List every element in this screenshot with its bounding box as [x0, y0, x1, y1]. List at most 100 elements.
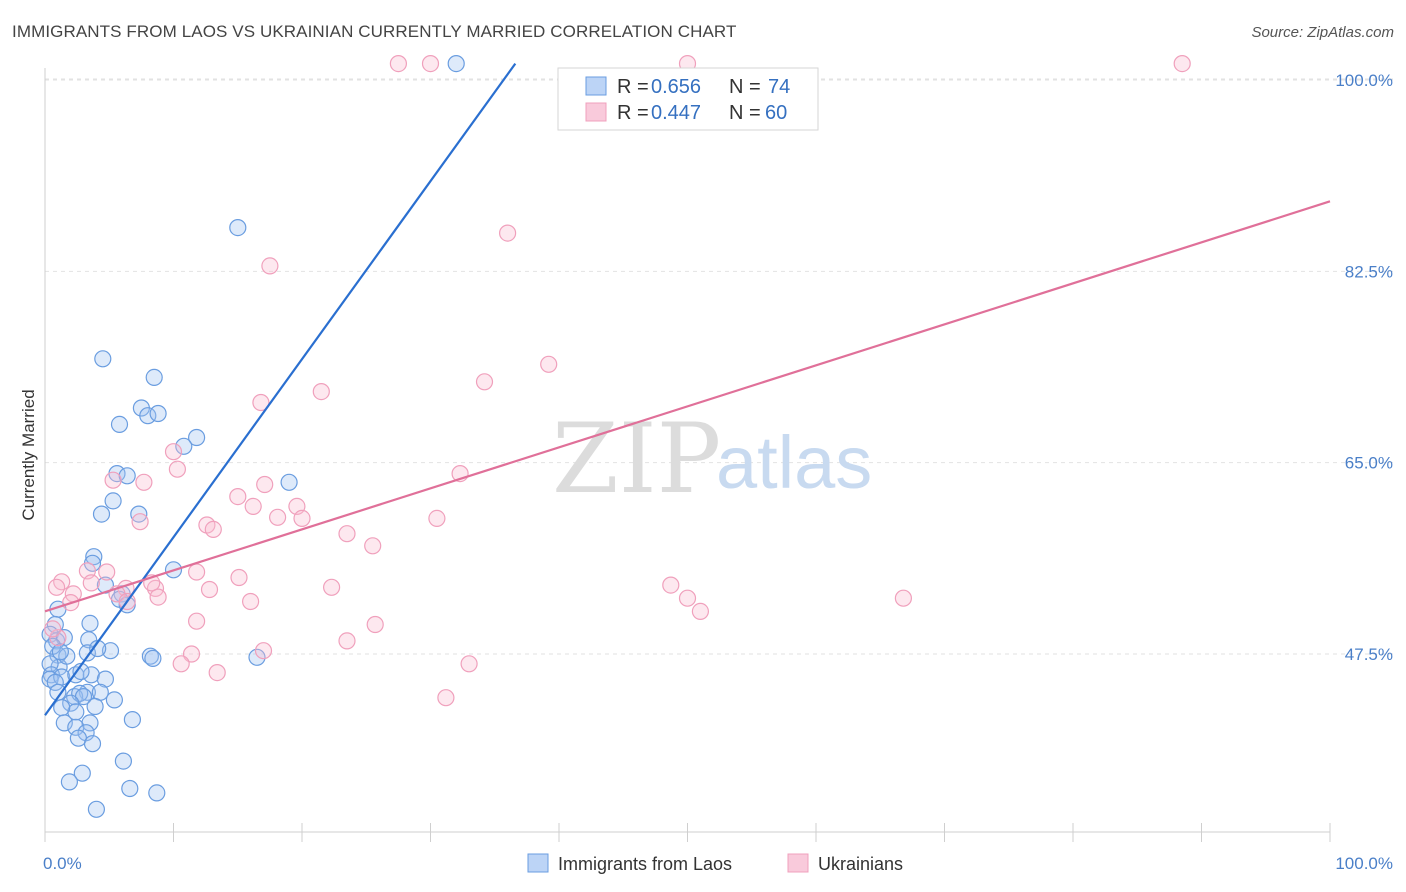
- point-laos: [149, 404, 167, 423]
- bottom-legend-swatch-ukrainians: [787, 853, 809, 873]
- legend-n-value-ukrainians: 60: [765, 102, 787, 124]
- legend-box: R = 0.656 N = 74 R = 0.447 N = 60: [557, 67, 819, 131]
- series-immigrants-from-laos: [41, 54, 465, 818]
- point-laos: [83, 735, 102, 753]
- point-laos: [81, 614, 99, 633]
- watermark-atlas: atlas: [716, 421, 872, 504]
- point-ukrainians: [229, 488, 247, 506]
- point-ukrainians: [254, 642, 273, 660]
- point-laos: [62, 694, 80, 712]
- point-ukrainians: [252, 393, 270, 412]
- point-laos: [144, 649, 162, 668]
- point-ukrainians: [428, 509, 446, 528]
- point-laos: [96, 670, 115, 688]
- point-laos: [105, 691, 124, 709]
- point-ukrainians: [338, 632, 356, 650]
- point-ukrainians: [662, 576, 680, 594]
- point-laos: [248, 648, 266, 666]
- point-laos: [55, 628, 73, 647]
- point-laos: [447, 54, 465, 73]
- point-laos: [139, 407, 157, 425]
- point-ukrainians: [421, 54, 440, 73]
- point-laos: [92, 505, 111, 523]
- point-ukrainians: [82, 574, 100, 592]
- trend-line-ukrainians: [44, 200, 1331, 613]
- watermark-zip: ZIP: [552, 403, 721, 515]
- legend-r-value-ukrainians: 0.447: [651, 102, 701, 124]
- trend-line-laos: [44, 62, 517, 716]
- bottom-legend-label-laos: Immigrants from Laos: [558, 854, 732, 874]
- point-laos: [175, 437, 193, 455]
- point-ukrainians: [269, 508, 287, 526]
- point-ukrainians: [244, 497, 262, 515]
- point-ukrainians: [164, 443, 183, 461]
- point-laos: [51, 643, 70, 661]
- point-ukrainians: [188, 563, 206, 581]
- point-laos: [46, 673, 64, 692]
- point-ukrainians: [475, 373, 494, 391]
- point-ukrainians: [230, 568, 248, 587]
- y-tick-label: 100.0%: [1335, 71, 1393, 90]
- trend-lines: [44, 62, 1331, 716]
- point-laos: [123, 710, 141, 729]
- point-laos: [145, 368, 163, 386]
- x-tick-label-left: 0.0%: [43, 854, 82, 873]
- point-laos: [73, 764, 91, 782]
- y-tick-label: 82.5%: [1345, 262, 1393, 281]
- legend-r-value-laos: 0.656: [651, 76, 701, 98]
- bottom-legend-swatch-laos: [527, 853, 549, 873]
- point-ukrainians: [98, 563, 116, 581]
- x-ticks: [44, 823, 1331, 842]
- point-laos: [94, 350, 112, 368]
- legend-n-value-laos: 74: [768, 76, 790, 98]
- point-laos: [85, 548, 103, 566]
- y-axis-label: Currently Married: [19, 389, 38, 520]
- point-laos: [114, 752, 133, 770]
- point-laos: [80, 631, 98, 649]
- bottom-legend-label-ukrainians: Ukrainians: [818, 854, 903, 874]
- point-laos: [101, 642, 120, 660]
- point-laos: [148, 784, 166, 802]
- point-ukrainians: [261, 257, 279, 275]
- point-ukrainians: [188, 612, 206, 630]
- point-ukrainians: [366, 615, 384, 634]
- point-laos: [141, 647, 159, 665]
- legend-r-label: R =: [617, 76, 649, 98]
- point-ukrainians: [389, 54, 407, 73]
- point-ukrainians: [364, 537, 382, 555]
- point-ukrainians: [1173, 54, 1191, 73]
- y-tick-label: 47.5%: [1345, 645, 1393, 664]
- point-ukrainians: [131, 513, 149, 531]
- point-laos: [49, 683, 67, 701]
- point-laos: [104, 492, 122, 510]
- point-ukrainians: [437, 689, 455, 707]
- point-ukrainians: [540, 355, 558, 373]
- point-laos: [87, 800, 106, 818]
- point-laos: [121, 779, 139, 798]
- point-ukrainians: [242, 592, 260, 611]
- point-ukrainians: [204, 520, 222, 539]
- chart-title: IMMIGRANTS FROM LAOS VS UKRAINIAN CURREN…: [12, 22, 737, 41]
- point-ukrainians: [293, 509, 311, 528]
- point-laos: [280, 473, 298, 491]
- watermark: ZIP atlas: [552, 403, 872, 515]
- bottom-legend: Immigrants from Laos Ukrainians: [527, 853, 903, 874]
- x-tick-label-right: 100.0%: [1335, 854, 1393, 873]
- legend-swatch-laos: [585, 76, 607, 96]
- point-ukrainians: [49, 628, 67, 647]
- point-laos: [188, 428, 206, 447]
- point-ukrainians: [312, 383, 330, 401]
- y-tick-label: 65.0%: [1345, 454, 1393, 473]
- y-tick-labels: 47.5% 65.0% 82.5% 100.0%: [1335, 71, 1393, 664]
- legend-n-label: N =: [729, 102, 761, 124]
- point-laos: [110, 415, 129, 433]
- source-credit: Source: ZipAtlas.com: [1251, 24, 1394, 41]
- point-ukrainians: [135, 473, 153, 491]
- point-laos: [53, 698, 71, 717]
- point-ukrainians: [200, 580, 219, 599]
- legend-r-label: R =: [617, 102, 649, 124]
- point-ukrainians: [47, 578, 66, 596]
- point-ukrainians: [894, 589, 913, 607]
- legend-n-label: N =: [729, 76, 761, 98]
